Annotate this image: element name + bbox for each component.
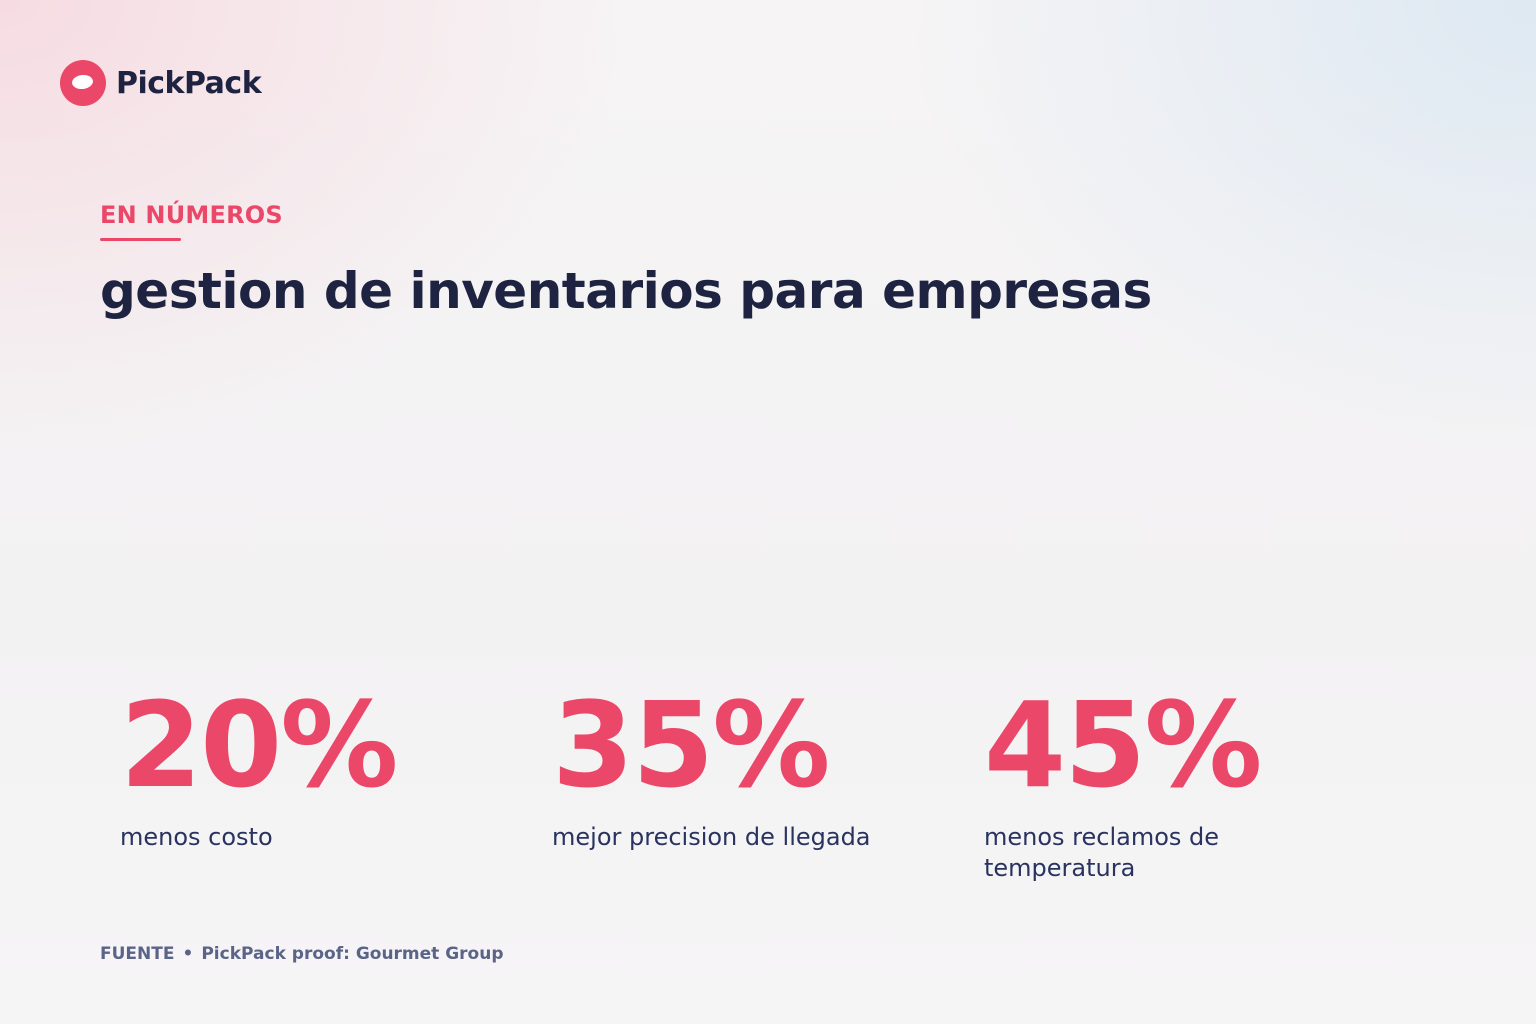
source-label: FUENTE: [100, 944, 175, 964]
stat-label: mejor precision de llegada: [552, 823, 871, 851]
stat-label: menos reclamos de temperatura: [984, 823, 1220, 882]
stats-row: 20% menos costo 35% mejor precision de l…: [120, 680, 1420, 900]
pickpack-logo-icon: [60, 60, 106, 106]
stat-value: 20%: [120, 676, 398, 814]
brand[interactable]: PickPack: [60, 60, 262, 106]
page-title: gestion de inventarios para empresas: [100, 262, 1152, 320]
source-text: PickPack proof: Gourmet Group: [201, 944, 504, 964]
stat-item: 20% menos costo: [120, 680, 520, 853]
section-eyebrow: EN NÚMEROS: [100, 201, 283, 229]
stat-item: 45% menos reclamos de temperatura: [984, 680, 1384, 884]
stat-label: menos costo: [120, 823, 273, 851]
source-separator: •: [182, 944, 194, 964]
stat-value: 35%: [552, 676, 830, 814]
brand-name: PickPack: [116, 65, 262, 101]
eyebrow-underline: [100, 238, 181, 241]
stat-value: 45%: [984, 676, 1262, 814]
stat-item: 35% mejor precision de llegada: [552, 680, 952, 853]
source-footer: FUENTE • PickPack proof: Gourmet Group: [100, 944, 504, 964]
